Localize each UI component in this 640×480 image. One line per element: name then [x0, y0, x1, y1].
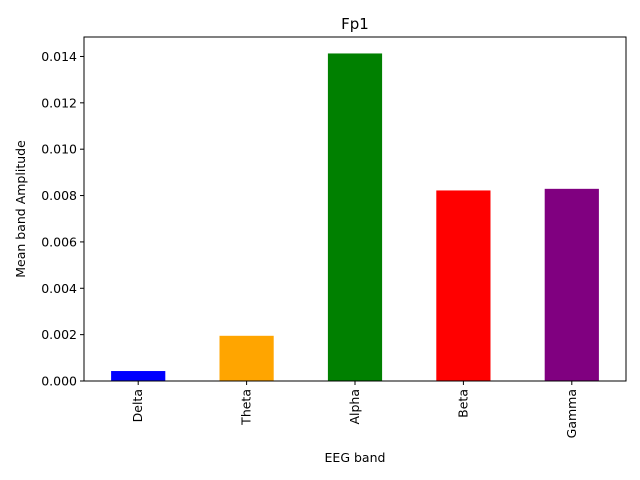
bars-group: [111, 53, 599, 381]
bar-theta: [219, 335, 274, 381]
x-axis-label: EEG band: [325, 450, 386, 465]
bar-alpha: [327, 53, 383, 381]
y-tick-label: 0.012: [41, 95, 77, 110]
x-tick-label: Theta: [239, 389, 254, 426]
plot-frame: [83, 36, 627, 382]
bar-gamma: [544, 188, 599, 381]
x-tick-label: Beta: [455, 389, 470, 418]
y-tick-label: 0.006: [41, 234, 77, 249]
bar-delta: [111, 371, 166, 381]
y-tick-label: 0.008: [41, 188, 77, 203]
y-axis-ticks: 0.000 0.002 0.004 0.006 0.008 0.010 0.012 0.014: [41, 49, 84, 389]
x-tick-label: Alpha: [347, 389, 362, 425]
bar-beta: [436, 190, 491, 381]
x-tick-label: Gamma: [564, 389, 579, 438]
y-tick-label: 0.010: [41, 142, 77, 157]
y-axis-label: Mean band Amplitude: [13, 140, 28, 278]
y-tick-label: 0.014: [41, 49, 77, 64]
x-tick-label: Delta: [130, 389, 145, 422]
chart-title: Fp1: [341, 15, 369, 33]
x-axis-ticks: Delta Theta Alpha Beta Gamma: [130, 381, 579, 438]
y-tick-label: 0.004: [41, 281, 77, 296]
y-tick-label: 0.000: [41, 374, 77, 389]
y-tick-label: 0.002: [41, 327, 77, 342]
